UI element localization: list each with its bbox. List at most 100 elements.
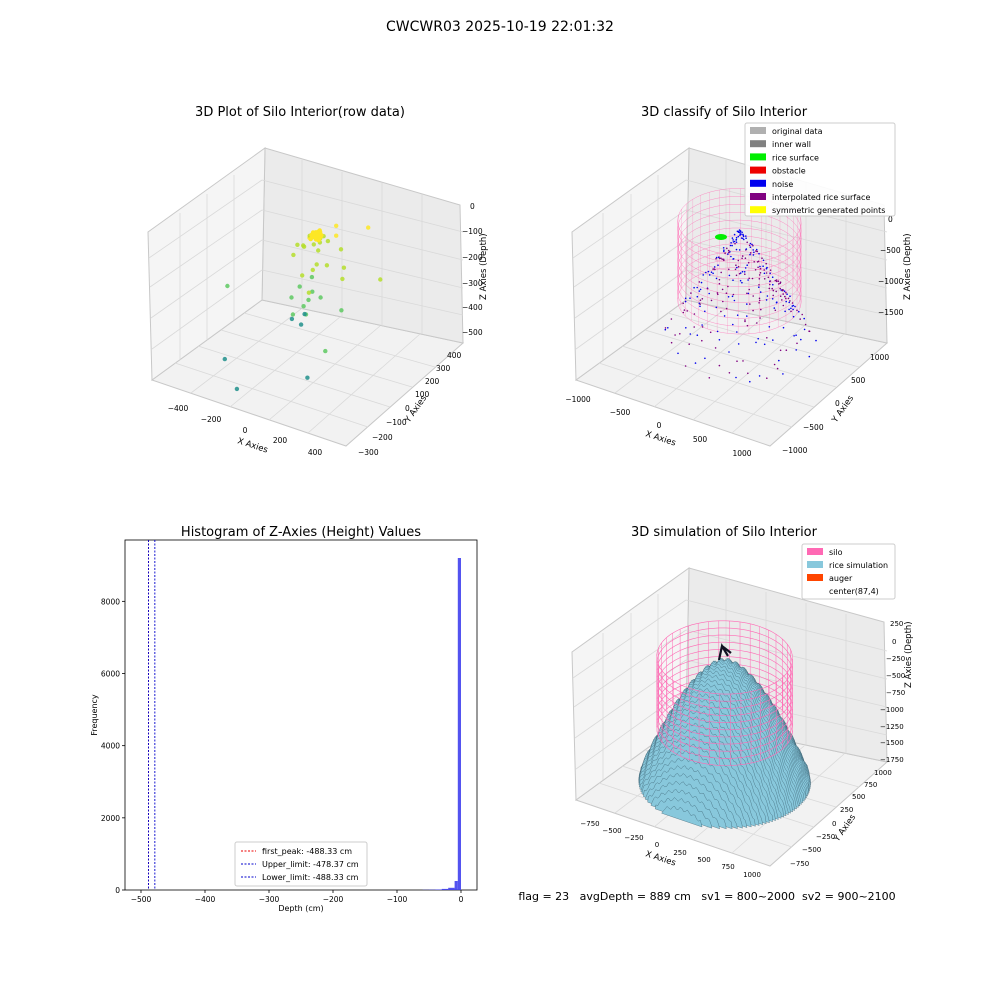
panel4-x-tick: 750	[721, 863, 734, 871]
classified-point	[746, 241, 748, 244]
classified-point	[735, 264, 737, 267]
panel2-y-tick: 1000	[870, 353, 889, 362]
scatter-point	[324, 263, 330, 268]
classified-point	[765, 267, 768, 270]
panel4-z-tick: −1500	[880, 739, 904, 747]
panel1-z-ticklabels: 0 −100 −200 −300 −400 −500	[462, 202, 483, 337]
classified-point	[739, 272, 742, 274]
classified-point	[779, 295, 782, 298]
classified-point	[763, 269, 765, 271]
classified-point	[735, 241, 738, 243]
y-tick-label: 8000	[101, 597, 120, 606]
classified-point	[713, 266, 716, 268]
classified-point	[773, 307, 776, 309]
panel2-z-ticklabels: 0 −500 −1000 −1500	[878, 215, 904, 317]
classified-point	[774, 279, 777, 282]
classified-point	[757, 266, 759, 269]
classified-point	[749, 252, 752, 254]
panel4-y-tick: 250	[840, 806, 853, 814]
classified-point	[725, 307, 728, 310]
panel1-y-tick: 300	[436, 364, 451, 373]
classified-point	[746, 324, 749, 327]
panel1-z-tick: −400	[462, 303, 483, 312]
classified-point	[699, 305, 701, 308]
panel1-y-ticklabels: −300 −200 −100 0 100 200 300 400	[358, 351, 462, 457]
classified-point	[791, 305, 794, 307]
classified-point	[749, 246, 752, 248]
scatter-point	[300, 273, 305, 278]
classified-point	[800, 338, 802, 341]
x-tick-label: −100	[387, 895, 408, 904]
classified-point	[804, 323, 807, 326]
classified-point	[737, 230, 740, 233]
legend-label: Upper_limit: -478.37 cm	[262, 860, 359, 869]
classified-point	[782, 304, 785, 307]
classified-point	[709, 331, 712, 334]
classified-point	[736, 360, 738, 363]
classified-point	[744, 267, 747, 269]
x-tick-label: 0	[459, 895, 464, 904]
classified-point	[685, 327, 687, 329]
legend-label: interpolated rice surface	[772, 193, 870, 202]
classified-point	[763, 272, 766, 275]
silo-ring	[656, 620, 793, 656]
panel2-y-tick: 0	[835, 399, 840, 408]
classified-point	[718, 278, 721, 281]
classified-point	[757, 337, 759, 340]
classified-point	[756, 250, 759, 253]
panel1-z-tick: −200	[462, 253, 483, 262]
rice-surface-patch	[715, 234, 727, 240]
classified-point	[771, 276, 774, 279]
classified-point	[756, 261, 759, 263]
classified-point	[727, 285, 729, 288]
silo-ring	[656, 730, 793, 766]
classified-point	[684, 365, 687, 367]
classified-point	[765, 262, 767, 265]
panel2-x-ticklabels: −1000 −500 0 500 1000	[565, 395, 751, 458]
classified-point	[744, 320, 746, 323]
classified-point	[747, 261, 750, 264]
classified-point	[723, 249, 725, 251]
classified-point	[752, 295, 754, 297]
y-tick-label: 6000	[101, 670, 120, 679]
classified-point	[740, 237, 743, 239]
classified-point	[741, 281, 743, 284]
classified-point	[718, 282, 721, 285]
classified-point	[791, 302, 794, 304]
classified-point	[774, 309, 777, 312]
classified-point	[763, 278, 766, 280]
scatter-point	[289, 295, 294, 300]
classified-point	[736, 266, 738, 269]
classified-point	[769, 280, 772, 282]
classified-point	[752, 244, 754, 247]
classified-point	[793, 335, 795, 337]
classified-point	[702, 274, 704, 276]
classified-point	[766, 295, 769, 297]
panel-histogram: Histogram of Z-Axies (Height) Values −50…	[90, 525, 478, 913]
classified-point	[815, 339, 817, 342]
classified-point	[739, 279, 742, 282]
classified-point	[670, 318, 673, 320]
panel2-y-tick: −500	[803, 423, 824, 432]
classified-point	[762, 265, 764, 268]
panel2-z-tick: 0	[888, 215, 893, 224]
scatter-point	[306, 290, 312, 295]
classified-point	[696, 295, 699, 298]
legend-swatch	[750, 179, 766, 187]
panel4-legend: silo rice simulation auger center(87,4)	[801, 543, 896, 600]
classified-point	[795, 349, 797, 351]
classified-point	[803, 317, 805, 320]
classified-point	[717, 264, 719, 267]
classified-point	[737, 235, 740, 238]
classified-point	[788, 308, 790, 311]
histogram-xlabel: Depth (cm)	[278, 904, 323, 913]
scatter-point	[340, 276, 345, 282]
panel2-z-tick: −1000	[878, 277, 904, 286]
classified-point	[727, 253, 729, 255]
scatter-point	[301, 243, 306, 248]
classified-point	[732, 293, 735, 296]
classified-point	[803, 328, 806, 331]
panel1-z-tick: 0	[470, 202, 475, 211]
classified-point	[776, 367, 779, 370]
